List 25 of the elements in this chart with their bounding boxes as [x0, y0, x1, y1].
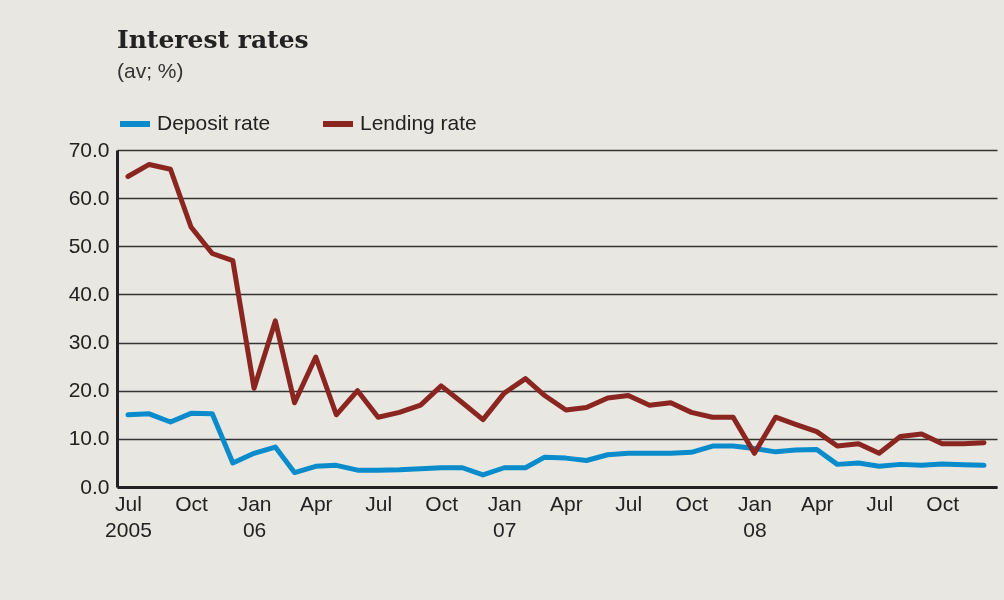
legend-label: Deposit rate	[157, 111, 271, 134]
y-tick-label: 20.0	[68, 378, 110, 402]
chart-title: Interest rates	[117, 25, 309, 54]
x-tick-label: Oct	[926, 491, 960, 515]
x-tick-label: Oct	[175, 491, 209, 515]
y-tick-label: 0.0	[80, 474, 110, 498]
chart-subtitle: (av; %)	[117, 59, 184, 82]
x-tick-label: Apr	[800, 491, 834, 515]
x-tick-label: Jan 07	[487, 491, 522, 541]
y-tick-label: 60.0	[68, 185, 110, 209]
y-tick-label: 70.0	[68, 137, 110, 161]
x-tick-label: Jan 06	[237, 491, 272, 541]
y-tick-label: 10.0	[68, 426, 110, 450]
y-tick-label: 50.0	[68, 233, 110, 257]
x-tick-label: Oct	[425, 491, 459, 515]
x-tick-label: Apr	[299, 491, 333, 515]
x-tick-label: Jul	[866, 491, 894, 515]
x-tick-label: Jan 08	[737, 491, 772, 541]
legend-label: Lending rate	[360, 111, 477, 134]
y-tick-label: 40.0	[68, 281, 110, 305]
x-tick-label: Jul	[615, 491, 643, 515]
y-tick-label: 30.0	[68, 330, 110, 354]
x-tick-label: Jul	[365, 491, 393, 515]
x-tick-label: Apr	[550, 491, 583, 515]
x-tick-label: Oct	[675, 491, 709, 515]
